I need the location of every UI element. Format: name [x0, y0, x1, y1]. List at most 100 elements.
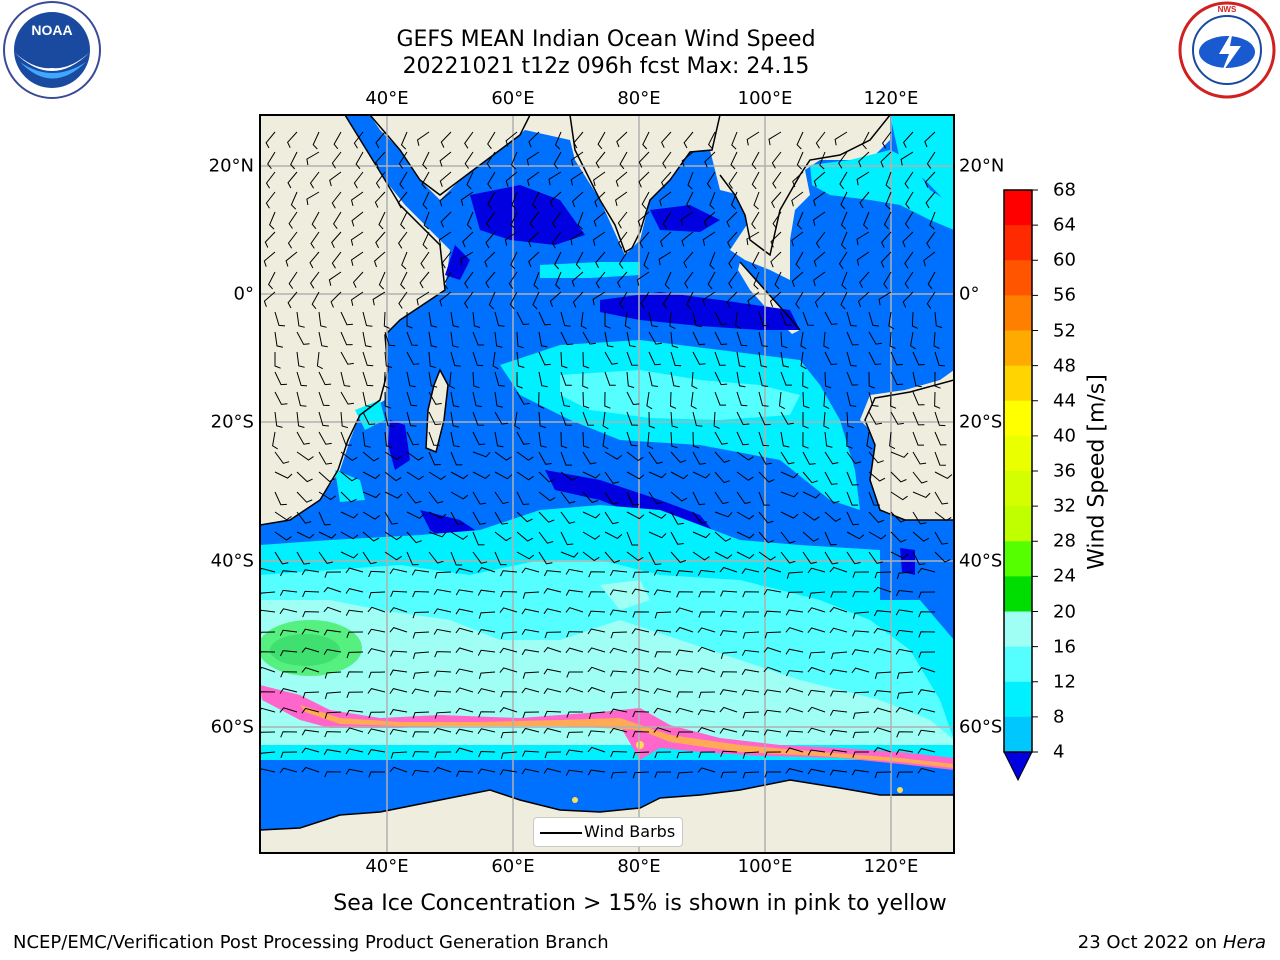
wind-barb — [904, 211, 914, 229]
wind-barb — [516, 311, 530, 326]
wind-barb — [846, 451, 862, 464]
wind-barb — [302, 691, 320, 699]
wind-barb — [736, 351, 746, 368]
wind-barb — [648, 511, 667, 519]
wind-barb — [287, 171, 298, 189]
wind-barb — [332, 211, 342, 229]
wind-barb — [802, 431, 809, 449]
wind-barb — [323, 629, 342, 636]
wind-barb — [895, 609, 914, 616]
wind-barb — [538, 451, 552, 465]
wind-barb — [868, 311, 879, 327]
wind-barb — [670, 371, 680, 388]
wind-barb — [856, 251, 870, 266]
wind-barb — [390, 751, 408, 759]
wind-barb — [802, 412, 809, 429]
wind-barb — [494, 331, 503, 348]
wind-barb — [499, 607, 518, 613]
wind-barb — [488, 291, 496, 310]
wind-barb — [683, 131, 694, 149]
wind-barb — [434, 651, 452, 658]
wind-barb — [859, 271, 870, 289]
wind-barb — [846, 531, 865, 540]
wind-barb — [924, 171, 936, 188]
wind-barb — [681, 151, 694, 167]
wind-barb — [439, 171, 452, 187]
wind-barb — [346, 631, 364, 638]
wind-barb — [658, 251, 672, 266]
wind-barb — [802, 491, 821, 499]
wind-barb — [528, 251, 540, 268]
lon-tick-top-120e: 120°E — [863, 88, 919, 109]
wind-barb — [648, 411, 656, 429]
wind-barb — [434, 690, 452, 697]
wind-barb — [660, 231, 672, 248]
wind-barb — [692, 491, 706, 506]
wind-barb — [390, 590, 408, 597]
wind-barb — [698, 611, 716, 618]
wind-barb — [631, 688, 650, 694]
chart-title: GEFS MEAN Indian Ocean Wind Speed — [396, 27, 816, 52]
wind-barb — [857, 291, 870, 308]
wind-barb — [260, 666, 276, 673]
wind-barb — [593, 211, 606, 227]
wind-barb — [272, 431, 278, 450]
colorbar-tick-label: 24 — [1053, 565, 1076, 587]
wind-barb — [751, 211, 760, 230]
wind-barb — [412, 651, 430, 660]
wind-barb — [384, 471, 402, 482]
wind-barb — [485, 271, 496, 289]
wind-barb — [516, 331, 524, 349]
wind-barb — [499, 570, 518, 577]
wind-barb — [868, 471, 886, 482]
wind-barb — [472, 371, 480, 389]
wind-barb — [829, 749, 848, 756]
wind-barb — [274, 491, 287, 506]
wind-barb — [934, 511, 952, 522]
wind-barb — [516, 531, 534, 542]
wind-barb — [714, 451, 731, 463]
lat-tick-right-20n: 20°N — [959, 155, 1005, 177]
wind-barb — [318, 431, 332, 445]
wind-barb — [741, 568, 760, 574]
wind-barb — [406, 491, 422, 504]
wind-barb — [533, 271, 540, 290]
wind-barb — [648, 311, 658, 328]
wind-barb — [565, 769, 584, 776]
wind-barb — [553, 151, 562, 170]
wind-barb — [758, 411, 771, 426]
wind-barb — [786, 591, 804, 599]
wind-barb — [494, 451, 512, 461]
wind-barb — [301, 747, 320, 754]
wind-barb — [861, 131, 870, 150]
wind-barb — [780, 371, 792, 386]
colorbar-tick-label: 68 — [1053, 179, 1076, 201]
wind-barb — [460, 191, 474, 206]
colorbar-label: Wind Speed [m/s] — [1084, 374, 1110, 570]
wind-barb — [697, 569, 716, 576]
antarctica-coast — [260, 779, 954, 831]
wind-barb — [301, 766, 320, 773]
wind-barb — [824, 491, 840, 504]
wind-barb — [670, 531, 684, 545]
wind-barb — [924, 131, 936, 148]
wind-barb — [852, 571, 870, 578]
wind-barb — [873, 586, 892, 593]
wind-barb — [647, 431, 654, 450]
wind-barb — [411, 569, 430, 576]
wind-barb — [791, 191, 804, 207]
wind-barb — [312, 131, 320, 150]
wind-barb — [384, 511, 398, 525]
wind-barb — [602, 411, 609, 430]
wind-barb — [455, 668, 474, 675]
wind-barb — [670, 451, 687, 463]
wind-barb — [500, 590, 518, 598]
wind-barb — [521, 727, 540, 734]
wind-barb — [780, 311, 792, 326]
svg-text:NWS: NWS — [1218, 5, 1237, 14]
wind-barb — [340, 451, 358, 462]
wind-barb — [747, 291, 760, 307]
wind-barb — [918, 651, 936, 658]
wind-barb — [362, 471, 381, 480]
wind-barb — [362, 451, 380, 462]
